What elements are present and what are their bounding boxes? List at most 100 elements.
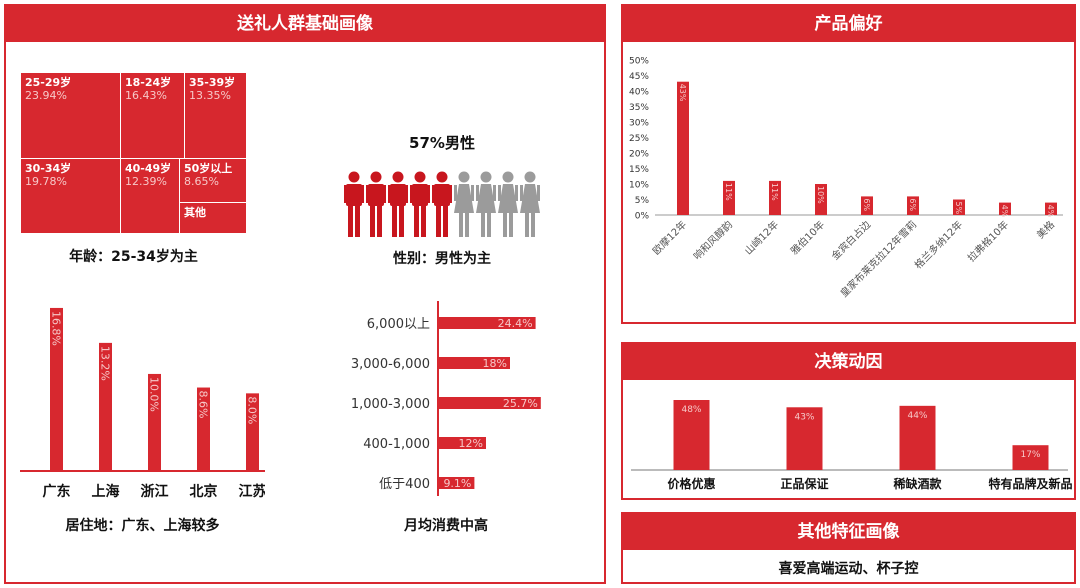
bar xyxy=(438,317,536,329)
person-arm xyxy=(361,185,364,203)
y-tick-label: 25% xyxy=(629,134,649,144)
bar xyxy=(769,180,781,215)
person-leg xyxy=(443,205,448,237)
person-body xyxy=(346,184,362,206)
bar xyxy=(907,196,919,215)
age-cell-value: 19.78% xyxy=(25,175,67,188)
x-tick-label: 雅伯10年 xyxy=(788,218,827,257)
bar xyxy=(246,393,259,471)
bar xyxy=(148,373,161,471)
age-cell-label: 其他 xyxy=(184,206,206,219)
region-caption: 居住地：广东、上海较多 xyxy=(65,518,220,534)
x-tick-label: 山崎12年 xyxy=(742,218,781,257)
person-leg xyxy=(465,213,469,237)
x-tick-label: 皇家布莱克拉12年雪莉 xyxy=(837,218,919,300)
person-body xyxy=(434,184,450,206)
bar xyxy=(1012,445,1049,470)
person-leg xyxy=(503,213,507,237)
bar-value-label: 5% xyxy=(954,202,963,215)
bar xyxy=(438,397,541,409)
age-cell-value: 8.65% xyxy=(184,175,219,188)
person-head xyxy=(348,171,360,183)
y-tick-label: 3,000-6,000 xyxy=(351,357,430,372)
age-caption: 年龄：25-34岁为主 xyxy=(69,249,198,265)
bar-value-label: 18% xyxy=(483,357,507,370)
other-text: 喜爱高端运动、杯子控 xyxy=(778,561,919,577)
person-body xyxy=(412,184,428,206)
bar-value-label: 10% xyxy=(816,186,825,204)
person-leg xyxy=(370,205,375,237)
person-head xyxy=(414,171,426,183)
person-leg xyxy=(531,213,535,237)
x-tick-label: 广东 xyxy=(43,483,71,500)
bar-value-label: 24.4% xyxy=(498,317,533,330)
age-cell-label: 30-34岁 xyxy=(25,162,72,175)
person-leg xyxy=(392,205,397,237)
y-tick-label: 40% xyxy=(629,88,649,98)
y-tick-label: 20% xyxy=(629,150,649,160)
person-arm xyxy=(515,185,518,201)
gender-pictogram xyxy=(344,171,540,237)
person-leg xyxy=(509,213,513,237)
female-person-icon xyxy=(498,171,518,237)
y-tick-label: 1,000-3,000 xyxy=(351,397,430,412)
age-cell-40-49: 40-49岁 12.39% xyxy=(120,158,180,234)
bar xyxy=(438,357,510,369)
male-person-icon xyxy=(432,171,452,237)
x-tick-label: 价格优惠 xyxy=(667,476,715,491)
profile-panel-title: 送礼人群基础画像 xyxy=(6,6,604,42)
bar-value-label: 13.2% xyxy=(99,346,112,381)
region-chart: 16.8% 广东 13.2% 上海 10.0% 浙江 8.6% 北京 8.0% 江苏 xyxy=(20,307,266,500)
x-tick-label: 金宾白占边 xyxy=(829,218,874,263)
y-tick-label: 10% xyxy=(629,181,649,191)
y-tick-label: 0% xyxy=(635,212,650,222)
y-tick-label: 低于400 xyxy=(379,477,430,492)
bar-value-label: 8.6% xyxy=(197,391,210,419)
person-leg xyxy=(459,213,463,237)
person-leg xyxy=(525,213,529,237)
x-tick-label: 正品保证 xyxy=(780,476,828,491)
person-arm xyxy=(405,185,408,203)
bar-value-label: 10.0% xyxy=(148,377,161,412)
female-person-icon xyxy=(520,171,540,237)
y-tick-label: 45% xyxy=(629,72,649,82)
bar-value-label: 6% xyxy=(908,198,917,211)
person-arm xyxy=(537,185,540,201)
age-cell-value: 16.43% xyxy=(125,89,167,102)
x-tick-label: 美格 xyxy=(1034,218,1057,241)
x-tick-label: 稀缺酒款 xyxy=(893,476,942,491)
bar-value-label: 43% xyxy=(794,412,814,422)
bar-value-label: 12% xyxy=(459,437,483,450)
gender-caption: 性别：男性为主 xyxy=(393,251,491,267)
person-leg xyxy=(377,205,382,237)
other-panel: 其他特征画像 喜爱高端运动、杯子控 xyxy=(621,512,1076,584)
person-arm xyxy=(454,185,457,201)
other-panel-title: 其他特征画像 xyxy=(623,514,1074,550)
person-arm xyxy=(432,185,435,203)
age-cell-30-34: 30-34岁 19.78% xyxy=(20,158,121,234)
person-leg xyxy=(487,213,491,237)
bar-value-label: 44% xyxy=(907,411,927,421)
male-person-icon xyxy=(344,171,364,237)
bar-value-label: 11% xyxy=(724,183,733,201)
bar xyxy=(673,400,710,470)
x-tick-label: 响和风醇韵 xyxy=(691,218,736,263)
gender-headline: 57%男性 xyxy=(409,134,475,152)
bar-value-label: 16.8% xyxy=(50,311,63,346)
person-body xyxy=(368,184,384,206)
age-cell-label: 25-29岁 xyxy=(25,76,72,89)
bar xyxy=(815,184,827,215)
x-tick-label: 江苏 xyxy=(239,483,266,500)
person-arm xyxy=(471,185,474,201)
bar xyxy=(999,202,1011,215)
bar xyxy=(861,196,873,215)
person-dress xyxy=(476,184,496,213)
age-cell-value: 23.94% xyxy=(25,89,67,102)
person-dress xyxy=(454,184,474,213)
age-cell-18-24: 18-24岁 16.43% xyxy=(120,72,185,159)
bar xyxy=(197,387,210,471)
x-tick-label: 上海 xyxy=(92,483,120,500)
bar-value-label: 43% xyxy=(678,84,687,102)
y-tick-label: 6,000以上 xyxy=(367,317,430,332)
spend-caption: 月均消费中高 xyxy=(404,518,488,534)
